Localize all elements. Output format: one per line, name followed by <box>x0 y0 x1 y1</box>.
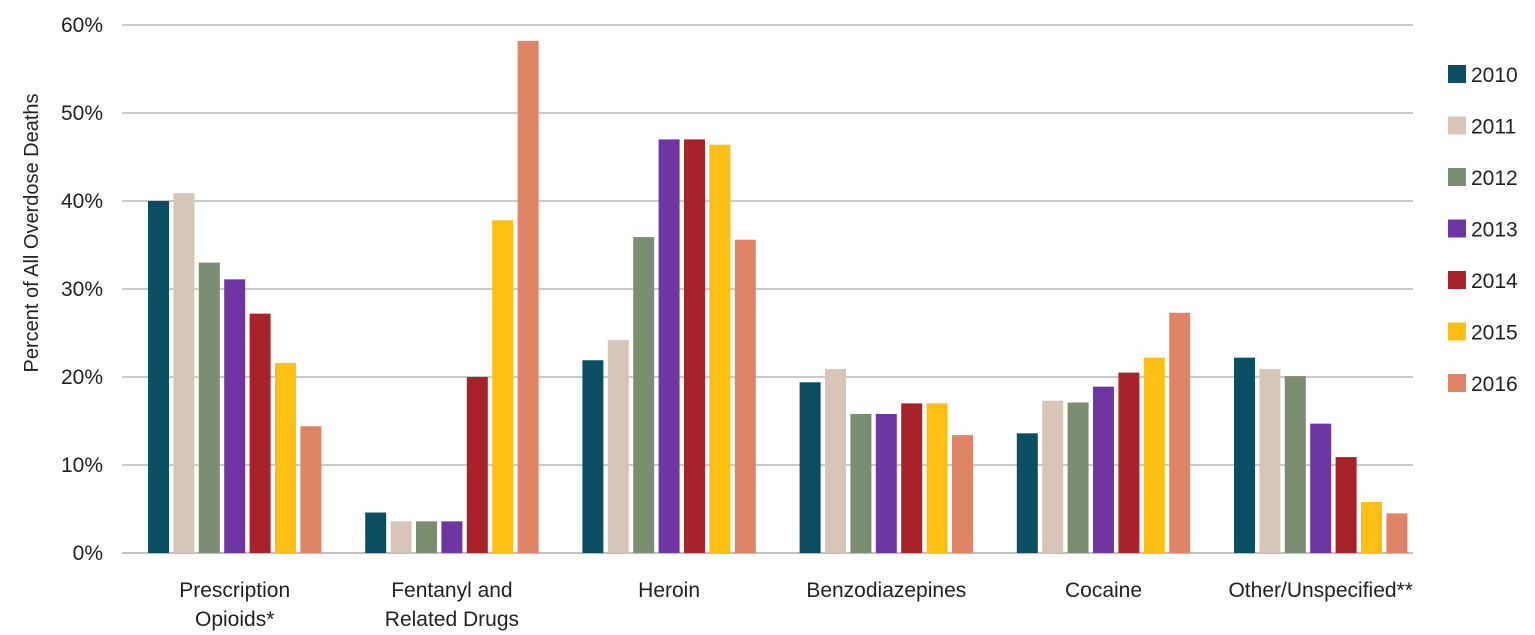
legend-label: 2010 <box>1471 64 1518 87</box>
bar <box>148 201 169 553</box>
bar <box>173 193 195 553</box>
legend-label: 2014 <box>1471 270 1518 293</box>
bar <box>365 512 387 553</box>
legend-swatch <box>1448 271 1466 289</box>
x-category-label: Other/Unspecified** <box>1228 579 1412 602</box>
bar <box>1143 357 1165 553</box>
bar <box>850 413 872 553</box>
bar <box>926 403 948 553</box>
bar <box>734 239 756 553</box>
x-axis-categories: Prescription Opioids* Fentanyl and Related … <box>179 579 1413 631</box>
bar <box>441 521 463 553</box>
bar <box>709 144 731 553</box>
bar <box>952 435 973 553</box>
bar <box>1310 423 1332 553</box>
bar <box>275 362 296 553</box>
bar <box>492 220 514 554</box>
legend-label: 2015 <box>1471 322 1518 345</box>
bar <box>1067 402 1089 553</box>
x-category-label: Heroin <box>638 579 700 602</box>
x-category-label: Opioids* <box>195 608 274 631</box>
y-axis-label: Percent of All Overdose Deaths <box>21 93 43 372</box>
bar <box>799 382 821 553</box>
bar <box>224 279 246 553</box>
y-tick-label: 10% <box>61 454 103 477</box>
y-tick-label: 40% <box>61 190 103 213</box>
x-category-label: Related Drugs <box>385 608 519 631</box>
bar <box>684 139 705 553</box>
bar <box>1042 400 1064 553</box>
legend: 2010 2011 2012 2013 2014 2015 2016 <box>1448 64 1518 396</box>
bar <box>198 262 220 553</box>
legend-swatch <box>1448 168 1466 186</box>
x-category-label: Benzodiazepines <box>806 579 966 602</box>
bar <box>1234 357 1255 553</box>
y-axis-ticks: 0% 10% 20% 30% 40% 50% 60% <box>61 14 103 565</box>
y-tick-label: 20% <box>61 366 103 389</box>
gridlines <box>122 24 1413 554</box>
bar <box>825 369 846 553</box>
bar <box>1118 372 1140 553</box>
y-tick-label: 50% <box>61 102 103 125</box>
legend-swatch <box>1448 374 1466 392</box>
bar <box>1093 386 1114 553</box>
legend-swatch <box>1448 219 1466 238</box>
bar <box>390 521 412 553</box>
legend-swatch <box>1448 116 1466 135</box>
legend-label: 2013 <box>1471 219 1518 242</box>
bar <box>607 340 629 553</box>
bar <box>875 413 897 553</box>
bar <box>517 40 539 553</box>
bar <box>658 139 680 553</box>
y-tick-label: 30% <box>61 278 103 301</box>
bar <box>1259 369 1281 553</box>
bar <box>416 521 437 553</box>
legend-swatch <box>1448 322 1466 341</box>
bars <box>148 40 1408 554</box>
x-category-label: Cocaine <box>1065 579 1142 602</box>
bar <box>249 313 271 553</box>
bar <box>1386 513 1408 553</box>
x-category-label: Fentanyl and <box>391 579 512 602</box>
legend-label: 2016 <box>1471 373 1518 396</box>
x-category-label: Prescription <box>179 579 290 602</box>
legend-swatch <box>1448 65 1466 83</box>
y-tick-label: 0% <box>73 542 103 565</box>
bar <box>633 237 655 553</box>
bar <box>1016 433 1038 553</box>
bar <box>300 426 322 553</box>
bar <box>901 403 923 553</box>
bar <box>1284 376 1306 553</box>
y-tick-label: 60% <box>61 14 103 37</box>
bar <box>466 377 488 553</box>
bar <box>1335 457 1357 553</box>
legend-label: 2011 <box>1471 116 1516 139</box>
legend-label: 2012 <box>1471 167 1518 190</box>
bar <box>1361 501 1382 553</box>
bar <box>582 360 604 553</box>
bar <box>1169 312 1191 553</box>
